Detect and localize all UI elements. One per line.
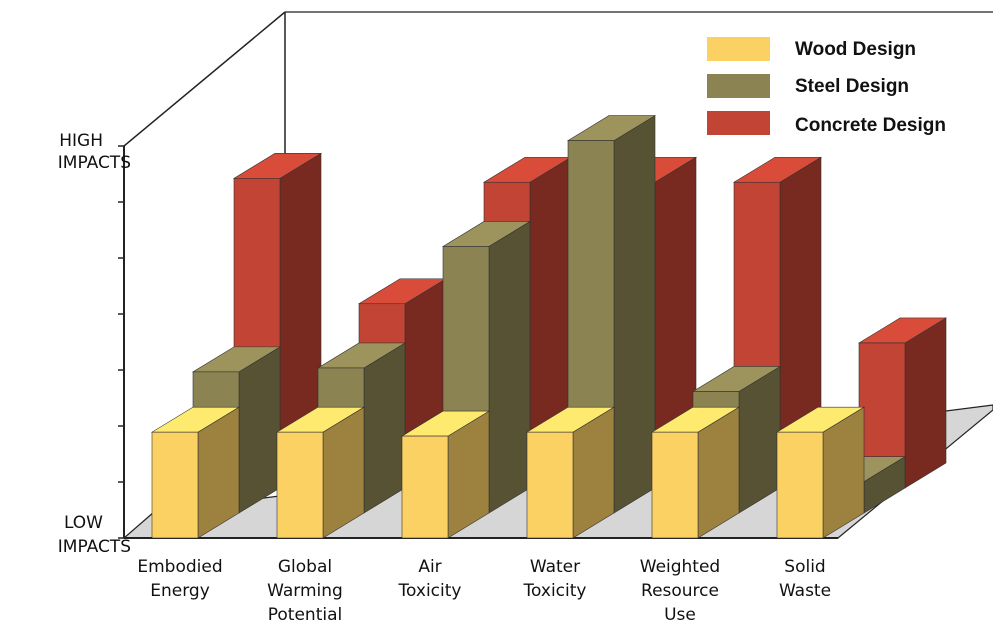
legend-swatch-concrete xyxy=(707,111,770,135)
bar-wood-design-2 xyxy=(400,410,491,539)
x-tick-label-4-2: Use xyxy=(664,605,696,625)
x-axis-labels: Embodied Energy Global Warming Potential Air T… xyxy=(137,557,831,625)
bar-front xyxy=(401,435,449,539)
bar-wood-design-1 xyxy=(275,406,366,539)
x-tick-label-0-0: Embodied xyxy=(137,557,222,577)
bar-side xyxy=(363,342,406,514)
bar-front xyxy=(526,431,574,539)
x-tick-label-4-1: Resource xyxy=(641,581,719,601)
x-tick-label-3-1: Toxicity xyxy=(523,581,587,601)
y-label-low-line1: LOW xyxy=(64,513,103,533)
x-tick-label-1-0: Global xyxy=(278,557,332,577)
legend-swatch-steel xyxy=(707,74,770,98)
bar-wood-design-5 xyxy=(775,406,866,539)
y-label-low-line2: IMPACTS xyxy=(58,537,131,557)
y-label-high-line1: HIGH xyxy=(59,131,103,151)
bars-group xyxy=(150,115,948,539)
y-label-high-line2: IMPACTS xyxy=(58,153,131,173)
y-axis: HIGH IMPACTS LOW IMPACTS xyxy=(58,131,131,557)
bar-wood-design-0 xyxy=(150,406,241,539)
x-tick-label-1-1: Warming xyxy=(267,581,343,601)
bar-side xyxy=(904,317,947,489)
frame-diagonal xyxy=(123,11,286,147)
x-tick-label-3-0: Water xyxy=(530,557,580,577)
bar-front xyxy=(776,431,824,539)
legend-swatch-wood xyxy=(707,37,770,61)
x-tick-label-4-0: Weighted xyxy=(640,557,720,577)
x-tick-label-5-0: Solid xyxy=(784,557,825,577)
x-tick-label-1-2: Potential xyxy=(268,605,342,625)
x-tick-label-0-1: Energy xyxy=(150,581,210,601)
legend-label-steel: Steel Design xyxy=(795,76,909,97)
bar-side xyxy=(613,115,656,514)
x-tick-label-2-0: Air xyxy=(418,557,441,577)
legend: Wood Design Steel Design Concrete Design xyxy=(707,37,946,136)
bar-front xyxy=(276,431,324,539)
bar-wood-design-3 xyxy=(525,406,616,539)
bar-wood-design-4 xyxy=(650,406,741,539)
x-tick-label-2-1: Toxicity xyxy=(398,581,462,601)
bar-side xyxy=(488,220,531,514)
bar-front xyxy=(651,431,699,539)
legend-label-wood: Wood Design xyxy=(795,39,916,60)
bar-side xyxy=(738,365,781,514)
bar-front xyxy=(151,431,199,539)
x-tick-label-5-1: Waste xyxy=(779,581,831,601)
bar-side xyxy=(238,346,281,514)
legend-label-concrete: Concrete Design xyxy=(795,115,946,136)
